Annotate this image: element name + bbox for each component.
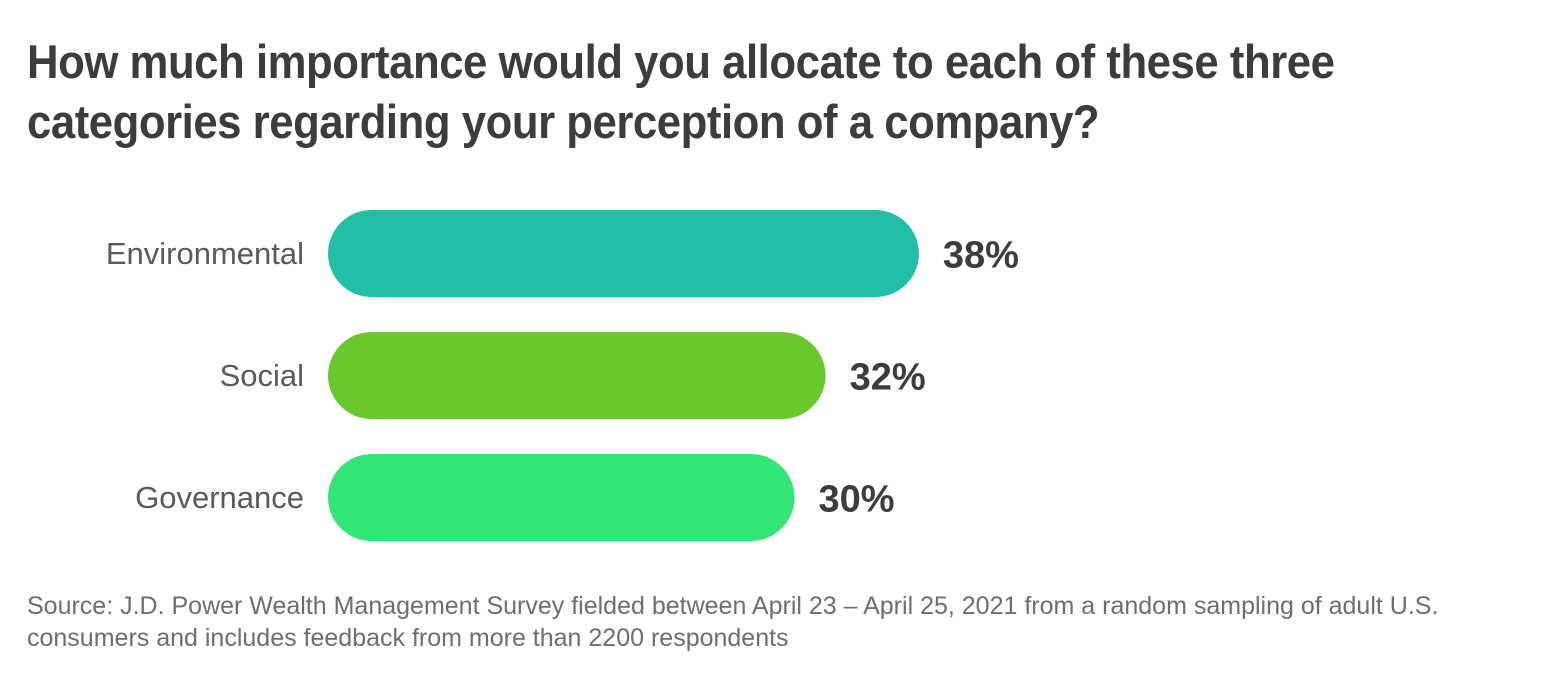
chart-title: How much importance would you allocate t… (27, 35, 1335, 148)
value-label-governance: 30% (819, 479, 895, 521)
category-label-governance: Governance (135, 480, 304, 515)
category-label-social: Social (220, 358, 304, 393)
bar-social (328, 332, 826, 419)
value-label-environmental: 38% (943, 235, 1019, 277)
value-label-social: 32% (850, 357, 926, 399)
bar-governance (328, 454, 795, 541)
bar-chart: Environmental 38% Social 32% Governance 30% (106, 210, 1019, 541)
category-label-environmental: Environmental (106, 236, 304, 271)
bar-environmental (328, 210, 919, 297)
source-note: Source: J.D. Power Wealth Management Sur… (27, 592, 1439, 652)
